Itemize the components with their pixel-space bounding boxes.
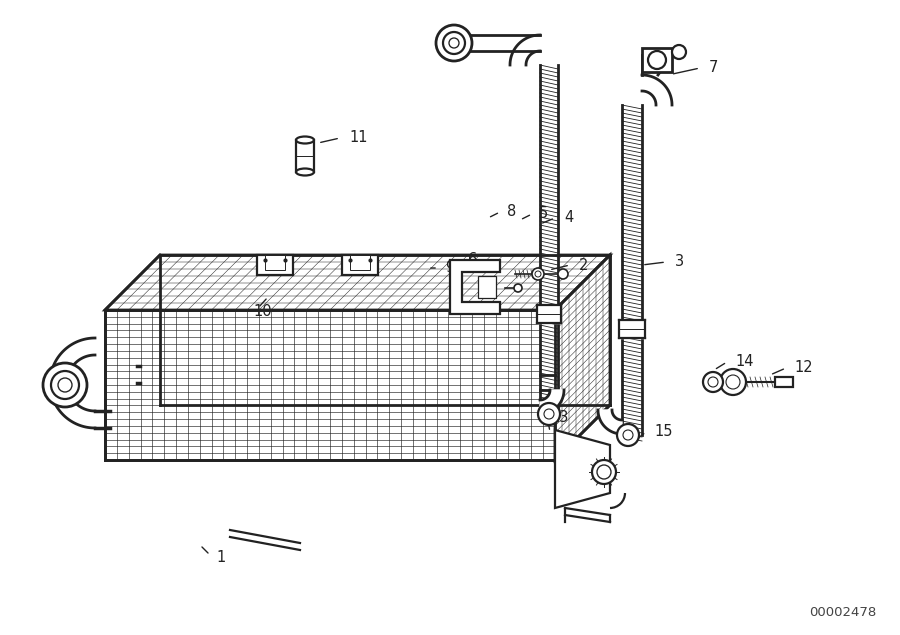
Bar bbox=[350, 255, 370, 270]
Polygon shape bbox=[450, 260, 500, 314]
Text: 8: 8 bbox=[507, 204, 517, 220]
Circle shape bbox=[558, 269, 568, 279]
Text: 00002478: 00002478 bbox=[809, 606, 877, 620]
Text: 14: 14 bbox=[735, 354, 753, 370]
Text: 2: 2 bbox=[579, 258, 589, 272]
Text: 3: 3 bbox=[675, 255, 684, 269]
Circle shape bbox=[532, 268, 544, 280]
Bar bbox=[642, 48, 672, 72]
Circle shape bbox=[592, 460, 616, 484]
Polygon shape bbox=[642, 75, 672, 105]
Circle shape bbox=[703, 372, 723, 392]
Ellipse shape bbox=[296, 168, 314, 175]
Bar bbox=[478, 276, 496, 298]
Text: 1: 1 bbox=[216, 551, 225, 566]
Polygon shape bbox=[555, 255, 610, 460]
Text: 6: 6 bbox=[468, 253, 477, 267]
Bar bbox=[296, 140, 314, 172]
Polygon shape bbox=[510, 35, 540, 65]
Ellipse shape bbox=[296, 137, 314, 144]
Circle shape bbox=[514, 284, 522, 292]
Bar bbox=[775, 377, 793, 387]
Polygon shape bbox=[598, 410, 622, 434]
Text: 15: 15 bbox=[654, 425, 672, 439]
Circle shape bbox=[43, 363, 87, 407]
Polygon shape bbox=[105, 255, 610, 310]
Text: 13: 13 bbox=[550, 410, 569, 425]
Bar bbox=[342, 255, 378, 275]
Polygon shape bbox=[540, 390, 564, 414]
Circle shape bbox=[617, 424, 639, 446]
Text: 10: 10 bbox=[253, 304, 272, 319]
Text: 9: 9 bbox=[445, 260, 455, 276]
Polygon shape bbox=[50, 338, 95, 428]
Polygon shape bbox=[105, 310, 555, 460]
Circle shape bbox=[538, 403, 560, 425]
Polygon shape bbox=[555, 430, 610, 508]
Bar bbox=[265, 255, 285, 270]
Text: 4: 4 bbox=[564, 210, 573, 225]
Text: 5: 5 bbox=[539, 206, 548, 222]
Circle shape bbox=[672, 45, 686, 59]
Text: 11: 11 bbox=[349, 131, 367, 145]
Text: 12: 12 bbox=[794, 361, 813, 375]
Circle shape bbox=[720, 369, 746, 395]
Bar bbox=[257, 255, 293, 275]
Text: 7: 7 bbox=[709, 60, 718, 76]
Circle shape bbox=[436, 25, 472, 61]
